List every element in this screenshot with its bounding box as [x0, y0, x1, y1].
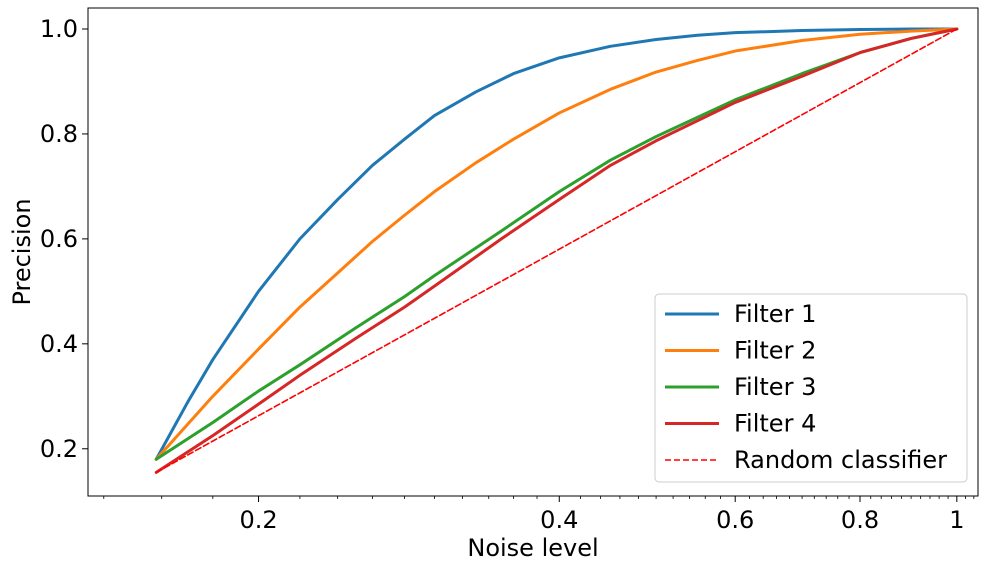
ticks-layer: 0.2 0.4 0.6 0.8 1 0.2 0.4 0.6 0.8 1.0: [40, 15, 975, 534]
y-axis-label: Precision: [8, 198, 36, 305]
series-line-5: [155, 28, 958, 474]
y-tick-label-2: 0.6: [40, 225, 78, 253]
x-tick-label-4: 1: [949, 506, 964, 534]
legend-box: [654, 293, 968, 483]
series-line-4: [154, 27, 959, 474]
x-tick-label-2: 0.6: [716, 506, 754, 534]
x-axis-label: Noise level: [467, 534, 598, 562]
x-tick-label-1: 0.4: [540, 506, 578, 534]
legend-label-3: Filter 3: [734, 373, 816, 401]
legend: Filter 1 Filter 2 Filter 3 Filter 4 Random c…: [654, 293, 968, 483]
y-tick-label-1: 0.4: [40, 330, 78, 358]
x-tick-label-0: 0.2: [239, 506, 277, 534]
series-line-2: [154, 27, 959, 461]
legend-label-2: Filter 2: [734, 337, 816, 365]
series-layer: [154, 27, 959, 474]
x-tick-label-3: 0.8: [841, 506, 879, 534]
series-line-1: [154, 27, 959, 461]
y-tick-label-3: 0.8: [40, 120, 78, 148]
legend-label-1: Filter 1: [734, 300, 816, 328]
legend-label-4: Filter 4: [734, 410, 816, 438]
legend-label-5: Random classifier: [734, 446, 947, 474]
y-tick-label-4: 1.0: [40, 15, 78, 43]
y-tick-label-0: 0.2: [40, 435, 78, 463]
